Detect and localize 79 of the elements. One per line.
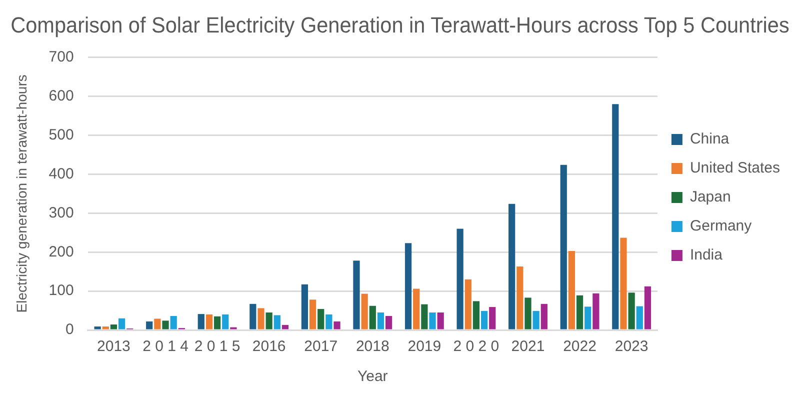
bar <box>620 238 627 330</box>
y-tick-label: 600 <box>48 87 74 104</box>
bar <box>532 310 540 330</box>
bar <box>266 312 272 330</box>
x-axis-title: Year <box>357 368 388 386</box>
bar <box>489 307 496 330</box>
bar <box>206 314 213 330</box>
bar <box>301 284 308 330</box>
bar <box>318 308 324 330</box>
bar <box>102 326 109 330</box>
bar <box>516 266 524 330</box>
bar <box>353 260 360 330</box>
legend-label: Germany <box>690 218 752 235</box>
bar <box>377 312 384 330</box>
bar <box>94 326 101 330</box>
bar <box>612 104 619 330</box>
bar <box>110 324 118 330</box>
x-tick-label: 2018 <box>356 338 390 356</box>
bar <box>369 306 376 330</box>
bar <box>146 321 153 330</box>
bar <box>464 279 472 330</box>
bar <box>282 324 289 330</box>
bar <box>568 250 576 330</box>
bar <box>524 298 532 330</box>
x-tick-label: 2017 <box>304 338 338 356</box>
bar <box>644 286 652 330</box>
x-tick-label: 2 0 2 0 <box>453 338 500 356</box>
legend-label: China <box>690 130 730 148</box>
bar <box>162 320 169 330</box>
x-tick-label: 2016 <box>252 338 286 356</box>
bar <box>222 314 229 330</box>
bar <box>274 315 280 330</box>
bar <box>385 316 392 330</box>
legend-label: India <box>690 246 724 264</box>
legend-label: Japan <box>690 188 731 206</box>
y-tick-label: 100 <box>48 282 74 300</box>
x-tick-label: 2019 <box>408 338 442 356</box>
bar <box>170 316 177 330</box>
x-tick-label: 2013 <box>97 338 130 356</box>
bar <box>437 312 444 330</box>
bar <box>250 304 256 330</box>
bar <box>404 243 412 330</box>
y-tick-label: 0 <box>65 321 74 338</box>
chart-title: Comparison of Solar Electricity Generation in Terawatt-Hours across Top 5 Countries <box>10 12 790 38</box>
x-tick-label: 2023 <box>614 338 648 356</box>
bar <box>361 294 368 330</box>
bar <box>118 318 126 330</box>
bar <box>334 321 340 330</box>
bar <box>198 314 204 330</box>
x-tick-label: 2021 <box>511 338 545 356</box>
bar <box>480 310 488 330</box>
bar <box>592 293 600 330</box>
bar <box>540 304 548 330</box>
bar <box>413 288 420 330</box>
bar <box>429 312 436 330</box>
bar <box>154 318 161 330</box>
y-tick-label: 500 <box>48 126 74 144</box>
bar <box>584 306 592 330</box>
bar <box>326 314 332 330</box>
bar <box>636 306 643 330</box>
x-tick-label: 2 0 1 5 <box>194 338 240 356</box>
bar <box>472 301 480 330</box>
bar <box>560 164 567 330</box>
bar <box>214 316 221 330</box>
bar <box>628 292 635 330</box>
y-tick-label: 700 <box>48 48 74 66</box>
bar <box>576 295 584 330</box>
legend-label: United States <box>690 160 780 177</box>
bar <box>258 308 264 330</box>
bar <box>456 228 464 330</box>
bar <box>309 300 316 330</box>
y-tick-label: 200 <box>48 243 74 260</box>
bar <box>508 204 516 330</box>
y-tick-label: 300 <box>48 204 74 222</box>
y-axis-title: Electricity generation in terawatt-hours <box>13 74 30 313</box>
x-tick-label: 2 0 1 4 <box>142 338 188 356</box>
x-tick-label: 2022 <box>563 338 596 356</box>
bar <box>421 304 428 330</box>
y-tick-label: 400 <box>48 165 74 182</box>
